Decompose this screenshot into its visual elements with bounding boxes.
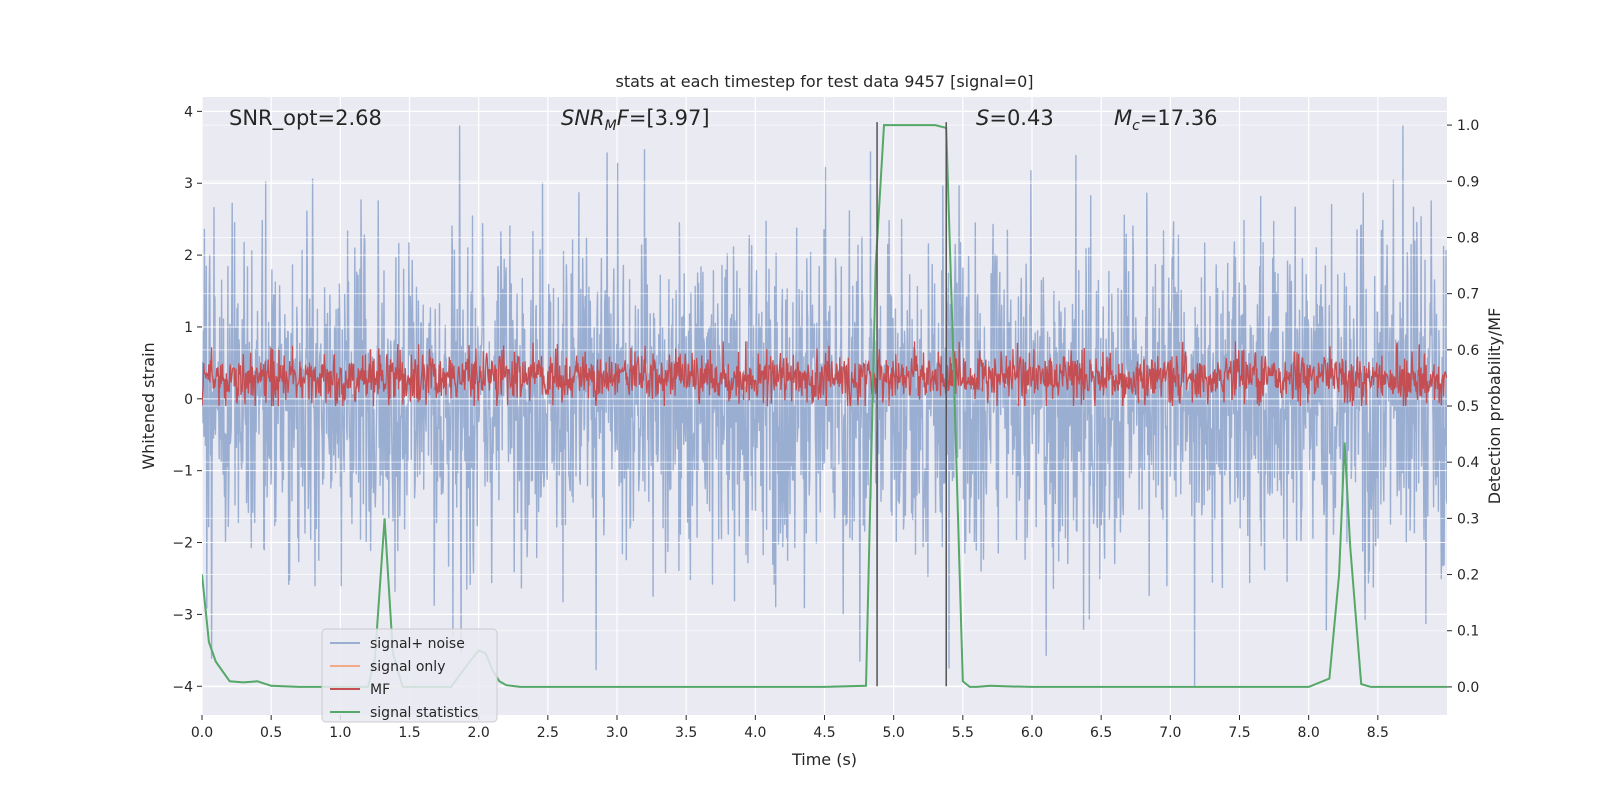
y2-tick-label: 0.8 — [1457, 230, 1479, 246]
y-tick-label: 0 — [184, 392, 193, 408]
y2-tick-label: 0.6 — [1457, 343, 1479, 359]
annotations: SNR_opt=2.68 SNRMF=[3.97] S=0.43 Mc=17.36 — [229, 106, 1218, 134]
x-tick-label: 5.5 — [952, 725, 974, 741]
y2-tick-label: 0.9 — [1457, 174, 1479, 190]
y2-tick-label: 0.7 — [1457, 287, 1479, 303]
annotation-mc: Mc=17.36 — [1114, 106, 1218, 134]
x-tick-label: 4.0 — [744, 725, 766, 741]
x-tick-label: 1.0 — [329, 725, 351, 741]
x-tick-label: 3.0 — [606, 725, 628, 741]
x-tick-label: 7.5 — [1228, 725, 1250, 741]
annotation-s: S=0.43 — [976, 106, 1054, 130]
x-tick-label: 8.0 — [1298, 725, 1320, 741]
y-axis-left: −4 −3 −2 −1 0 1 2 3 4 — [172, 104, 202, 695]
x-tick-label: 1.5 — [398, 725, 420, 741]
y2-axis-label: Detection probability/MF — [1485, 308, 1504, 505]
series-signal-noise — [202, 125, 1447, 687]
x-axis-label: Time (s) — [791, 750, 857, 769]
y2-tick-label: 0.4 — [1457, 455, 1479, 471]
x-tick-label: 2.5 — [537, 725, 559, 741]
legend-label: MF — [370, 682, 390, 698]
y2-tick-label: 0.3 — [1457, 511, 1479, 527]
y2-tick-label: 0.0 — [1457, 680, 1479, 696]
y2-tick-label: 0.5 — [1457, 399, 1479, 415]
x-tick-label: 5.0 — [883, 725, 905, 741]
x-tick-label: 2.0 — [468, 725, 490, 741]
y-tick-label: 2 — [184, 248, 193, 264]
y-tick-label: 4 — [184, 104, 193, 120]
y2-tick-label: 0.1 — [1457, 624, 1479, 640]
y-axis-label: Whitened strain — [139, 342, 158, 469]
chart-title: stats at each timestep for test data 945… — [615, 72, 1033, 91]
legend-label: signal+ noise — [370, 636, 465, 652]
legend-label: signal only — [370, 659, 445, 675]
legend-box — [321, 628, 498, 723]
x-tick-label: 0.5 — [260, 725, 282, 741]
x-tick-label: 7.0 — [1159, 725, 1181, 741]
x-tick-label: 4.5 — [813, 725, 835, 741]
x-tick-label: 8.5 — [1367, 725, 1389, 741]
x-tick-label: 6.0 — [1021, 725, 1043, 741]
legend-label: signal statistics — [370, 705, 478, 721]
x-axis: 0.0 0.5 1.0 1.5 2.0 2.5 3.0 3.5 4.0 4.5 5.0 5.5 6.0 6… — [191, 715, 1389, 741]
y-tick-label: −1 — [172, 464, 193, 480]
legend: signal+ noise signal only MF signal statist… — [321, 628, 498, 723]
y-tick-label: 3 — [184, 176, 193, 192]
y2-tick-label: 0.2 — [1457, 568, 1479, 584]
series-mf — [202, 341, 1447, 407]
y-tick-label: −2 — [172, 536, 193, 552]
y2-tick-label: 1.0 — [1457, 118, 1479, 134]
y-tick-label: 1 — [184, 320, 193, 336]
annotation-snr-opt: SNR_opt=2.68 — [229, 106, 382, 131]
x-tick-label: 0.0 — [191, 725, 213, 741]
plot-area — [201, 97, 1447, 715]
x-tick-label: 6.5 — [1090, 725, 1112, 741]
x-tick-label: 3.5 — [675, 725, 697, 741]
y-axis-right: 0.0 0.1 0.2 0.3 0.4 0.5 0.6 0.7 0.8 0.9 1.0 — [1447, 118, 1479, 696]
annotation-snr-mf: SNRMF=[3.97] — [561, 106, 710, 134]
y-tick-label: −4 — [172, 679, 193, 695]
y-tick-label: −3 — [172, 607, 193, 623]
